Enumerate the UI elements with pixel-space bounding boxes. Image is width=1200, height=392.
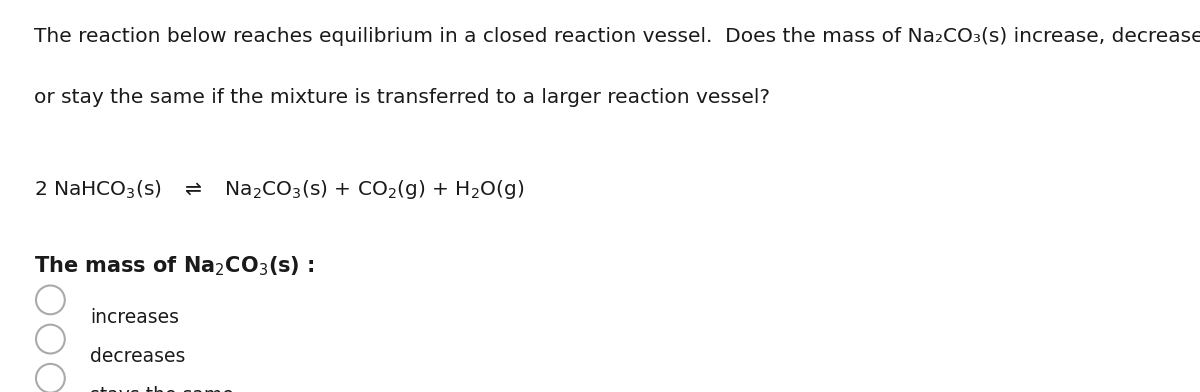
Text: increases: increases	[90, 308, 179, 327]
Text: 2 NaHCO$_3$(s)   $\rightleftharpoons$   Na$_2$CO$_3$(s) + CO$_2$(g) + H$_2$O(g): 2 NaHCO$_3$(s) $\rightleftharpoons$ Na$_…	[34, 178, 524, 201]
Text: The mass of Na$_2$CO$_3$(s) :: The mass of Na$_2$CO$_3$(s) :	[34, 255, 314, 278]
Text: or stay the same if the mixture is transferred to a larger reaction vessel?: or stay the same if the mixture is trans…	[34, 88, 769, 107]
Text: stays the same: stays the same	[90, 386, 234, 392]
Text: The reaction below reaches equilibrium in a closed reaction vessel.  Does the ma: The reaction below reaches equilibrium i…	[34, 27, 1200, 46]
Text: decreases: decreases	[90, 347, 185, 366]
